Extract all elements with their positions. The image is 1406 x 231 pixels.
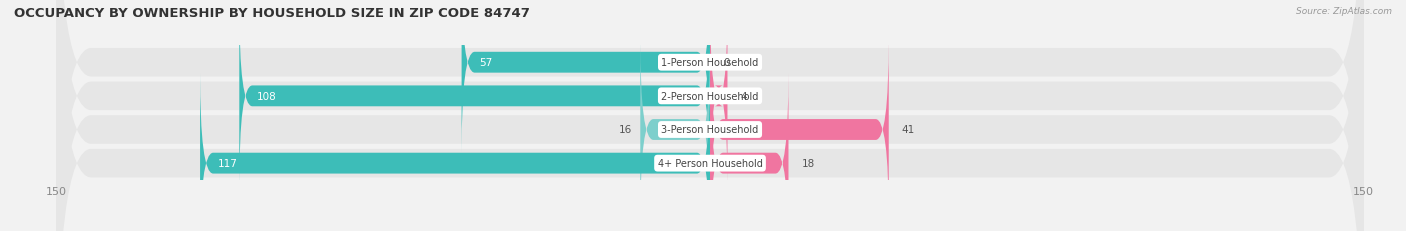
Text: 0: 0 — [723, 58, 730, 68]
FancyBboxPatch shape — [56, 0, 1364, 231]
FancyBboxPatch shape — [710, 6, 727, 187]
Text: 117: 117 — [218, 158, 238, 168]
Text: 4+ Person Household: 4+ Person Household — [658, 158, 762, 168]
Text: 41: 41 — [901, 125, 915, 135]
Text: 57: 57 — [479, 58, 492, 68]
FancyBboxPatch shape — [56, 0, 1364, 231]
Text: 2-Person Household: 2-Person Household — [661, 91, 759, 101]
FancyBboxPatch shape — [710, 40, 889, 220]
Text: Source: ZipAtlas.com: Source: ZipAtlas.com — [1296, 7, 1392, 16]
Text: 3-Person Household: 3-Person Household — [661, 125, 759, 135]
Text: 18: 18 — [801, 158, 815, 168]
FancyBboxPatch shape — [239, 6, 710, 187]
Text: 16: 16 — [619, 125, 631, 135]
FancyBboxPatch shape — [56, 0, 1364, 231]
FancyBboxPatch shape — [461, 0, 710, 153]
FancyBboxPatch shape — [640, 40, 710, 220]
FancyBboxPatch shape — [710, 73, 789, 231]
Text: 1-Person Household: 1-Person Household — [661, 58, 759, 68]
Text: OCCUPANCY BY OWNERSHIP BY HOUSEHOLD SIZE IN ZIP CODE 84747: OCCUPANCY BY OWNERSHIP BY HOUSEHOLD SIZE… — [14, 7, 530, 20]
FancyBboxPatch shape — [56, 0, 1364, 231]
Text: 108: 108 — [257, 91, 277, 101]
FancyBboxPatch shape — [200, 73, 710, 231]
Text: 4: 4 — [741, 91, 747, 101]
